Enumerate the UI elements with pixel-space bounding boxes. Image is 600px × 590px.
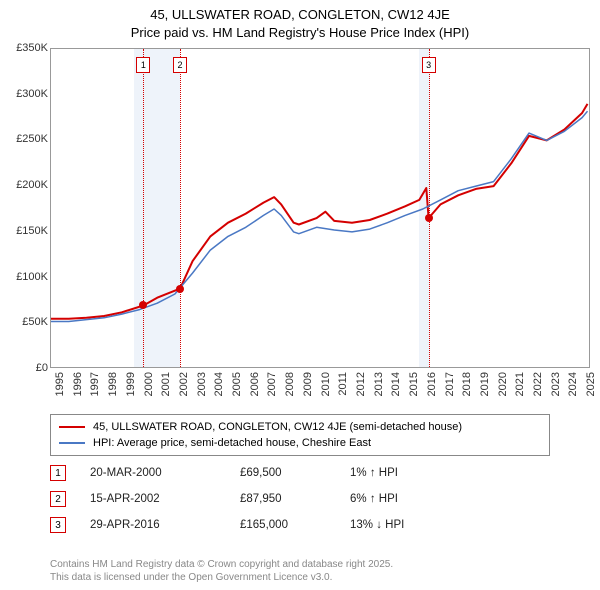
marker-line	[429, 49, 430, 367]
legend: 45, ULLSWATER ROAD, CONGLETON, CW12 4JE …	[50, 414, 550, 456]
x-axis-tick-label: 2014	[390, 372, 402, 396]
x-axis-tick-label: 2011	[337, 372, 349, 396]
y-axis-tick-label: £0	[2, 362, 48, 374]
chart-title: 45, ULLSWATER ROAD, CONGLETON, CW12 4JE …	[0, 0, 600, 41]
chart-container: 45, ULLSWATER ROAD, CONGLETON, CW12 4JE …	[0, 0, 600, 590]
x-axis-tick-label: 2013	[373, 372, 385, 396]
x-axis-tick-label: 2008	[284, 372, 296, 396]
x-axis-tick-label: 2022	[532, 372, 544, 396]
x-axis-tick-label: 2016	[426, 372, 438, 396]
x-axis-tick-label: 2021	[514, 372, 526, 396]
footer-line-2: This data is licensed under the Open Gov…	[50, 572, 332, 583]
x-axis-tick-label: 2005	[231, 372, 243, 396]
transaction-delta: 6% ↑ HPI	[350, 493, 470, 505]
transaction-price: £165,000	[240, 519, 350, 531]
x-axis-tick-label: 2012	[355, 372, 367, 396]
transaction-delta: 1% ↑ HPI	[350, 467, 470, 479]
x-axis-tick-label: 2002	[178, 372, 190, 396]
legend-label: 45, ULLSWATER ROAD, CONGLETON, CW12 4JE …	[93, 421, 462, 433]
plot-svg	[51, 49, 591, 369]
x-axis-tick-label: 1995	[54, 372, 66, 396]
y-axis-tick-label: £50K	[2, 316, 48, 328]
x-axis-tick-label: 1998	[107, 372, 119, 396]
title-line-1: 45, ULLSWATER ROAD, CONGLETON, CW12 4JE	[150, 7, 450, 22]
title-line-2: Price paid vs. HM Land Registry's House …	[131, 25, 469, 40]
x-axis-tick-label: 2009	[302, 372, 314, 396]
y-axis-tick-label: £150K	[2, 225, 48, 237]
x-axis-tick-label: 2015	[408, 372, 420, 396]
x-axis-tick-label: 2006	[249, 372, 261, 396]
legend-swatch	[59, 426, 85, 428]
transaction-date: 29-APR-2016	[90, 519, 240, 531]
x-axis-tick-label: 2017	[444, 372, 456, 396]
x-axis-tick-label: 1999	[125, 372, 137, 396]
marker-flag: 3	[422, 57, 436, 73]
transaction-date: 20-MAR-2000	[90, 467, 240, 479]
marker-dot	[176, 285, 184, 293]
x-axis-tick-label: 2019	[479, 372, 491, 396]
x-axis-tick-label: 2000	[143, 372, 155, 396]
plot-area: 1 2 3	[50, 48, 590, 368]
series-property	[51, 104, 588, 319]
series-hpi	[51, 111, 588, 321]
x-axis-tick-label: 2007	[266, 372, 278, 396]
x-axis-tick-label: 1997	[89, 372, 101, 396]
transaction-delta: 13% ↓ HPI	[350, 519, 470, 531]
x-axis-tick-label: 2024	[567, 372, 579, 396]
transaction-date: 15-APR-2002	[90, 493, 240, 505]
x-axis-tick-label: 2001	[160, 372, 172, 396]
marker-flag: 1	[136, 57, 150, 73]
legend-swatch	[59, 442, 85, 444]
footer-line-1: Contains HM Land Registry data © Crown c…	[50, 559, 393, 570]
x-axis-tick-label: 1996	[72, 372, 84, 396]
marker-dot	[139, 301, 147, 309]
x-axis-tick-label: 2020	[497, 372, 509, 396]
y-axis-tick-label: £100K	[2, 271, 48, 283]
x-axis-tick-label: 2010	[320, 372, 332, 396]
y-axis-tick-label: £350K	[2, 42, 48, 54]
transaction-badge: 2	[50, 491, 66, 507]
shaded-band	[134, 49, 180, 367]
x-axis-tick-label: 2004	[213, 372, 225, 396]
legend-row: HPI: Average price, semi-detached house,…	[59, 435, 541, 451]
x-axis-tick-label: 2003	[196, 372, 208, 396]
transaction-price: £87,950	[240, 493, 350, 505]
marker-line	[143, 49, 144, 367]
transaction-badge: 1	[50, 465, 66, 481]
legend-label: HPI: Average price, semi-detached house,…	[93, 437, 371, 449]
attribution-footer: Contains HM Land Registry data © Crown c…	[50, 558, 393, 584]
marker-line	[180, 49, 181, 367]
marker-dot	[425, 214, 433, 222]
x-axis-tick-label: 2023	[550, 372, 562, 396]
x-axis-tick-label: 2025	[585, 372, 597, 396]
marker-flag: 2	[173, 57, 187, 73]
transaction-row: 1 20-MAR-2000£69,5001% ↑ HPI	[50, 460, 470, 486]
transaction-price: £69,500	[240, 467, 350, 479]
transaction-row: 3 29-APR-2016£165,00013% ↓ HPI	[50, 512, 470, 538]
y-axis-tick-label: £200K	[2, 179, 48, 191]
transaction-row: 2 15-APR-2002£87,9506% ↑ HPI	[50, 486, 470, 512]
y-axis-tick-label: £250K	[2, 133, 48, 145]
transaction-badge: 3	[50, 517, 66, 533]
transactions-table: 120-MAR-2000£69,5001% ↑ HPI215-APR-2002£…	[50, 460, 470, 538]
legend-row: 45, ULLSWATER ROAD, CONGLETON, CW12 4JE …	[59, 419, 541, 435]
x-axis-tick-label: 2018	[461, 372, 473, 396]
y-axis-tick-label: £300K	[2, 88, 48, 100]
